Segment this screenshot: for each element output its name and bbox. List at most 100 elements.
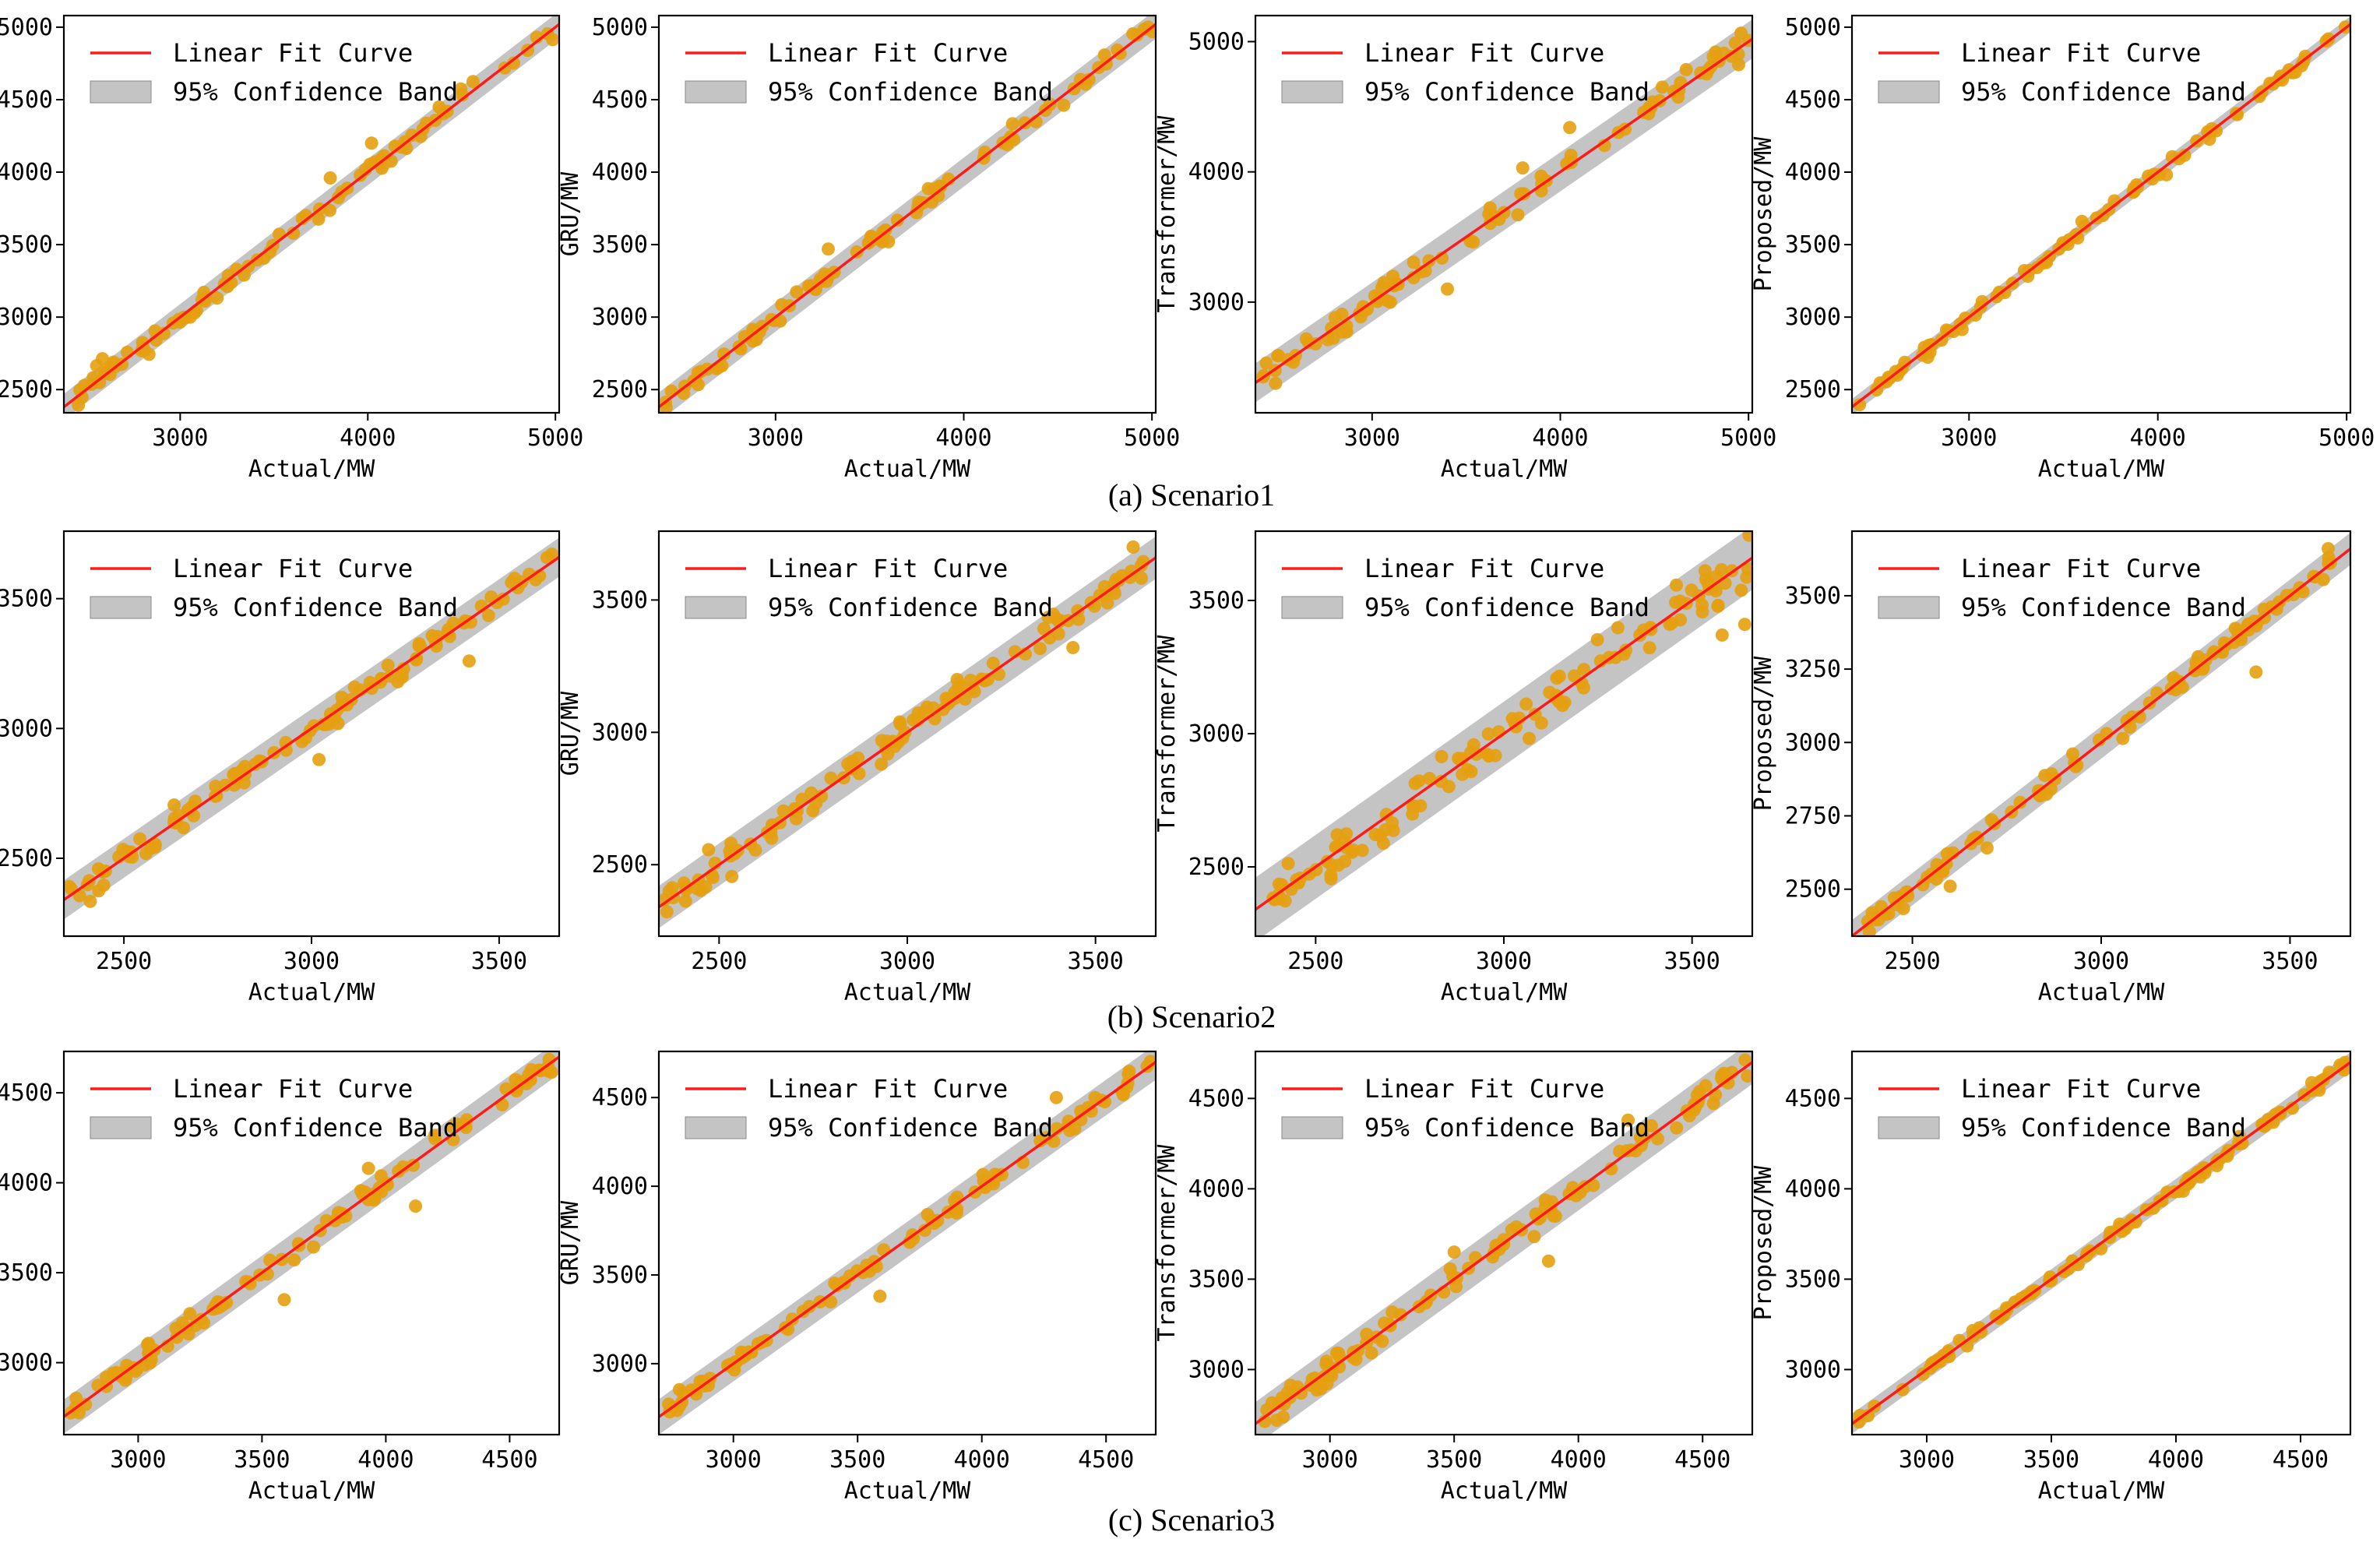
y-tick-label: 3500 <box>592 231 648 259</box>
data-point <box>1670 578 1683 592</box>
x-tick-label: 2500 <box>691 948 747 975</box>
x-tick-label: 3500 <box>1426 1446 1482 1474</box>
data-point <box>986 657 1000 671</box>
x-axis-label: Actual/MW <box>2038 979 2165 1006</box>
x-axis-label: Actual/MW <box>248 456 375 483</box>
plot-area <box>1255 19 1752 403</box>
plot-frame <box>657 14 1157 414</box>
data-point <box>1896 902 1910 915</box>
data-point <box>170 1330 184 1344</box>
x-tick-label: 3000 <box>748 424 804 452</box>
data-point <box>183 1307 197 1321</box>
data-point <box>1577 663 1591 677</box>
data-point <box>699 880 713 894</box>
y-tick-label: 5000 <box>592 14 648 41</box>
data-point <box>665 881 679 895</box>
data-point <box>828 1277 842 1291</box>
x-tick-label: 2500 <box>96 948 152 975</box>
y-axis-label: GRU/MW <box>557 1200 584 1285</box>
x-tick-label: 3500 <box>1664 948 1720 975</box>
x-tick-label: 3500 <box>2262 948 2318 975</box>
data-point <box>409 653 423 667</box>
legend-band-label: 95% Confidence Band <box>1364 1113 1649 1143</box>
subplot-scenario3-lstm: 3000 3500 4000 4500 3000 3500 4000 4500 Actual/M… <box>0 1050 561 1505</box>
data-point <box>210 291 224 305</box>
plot-frame <box>62 14 561 414</box>
legend-fit-label: Linear Fit Curve <box>173 554 413 583</box>
legend-fit-label: Linear Fit Curve <box>1961 1074 2201 1104</box>
y-axis-label: GRU/MW <box>557 691 584 776</box>
data-point <box>1560 157 1574 171</box>
y-tick-label: 3000 <box>0 304 53 331</box>
x-tick-label: 3500 <box>829 1446 885 1474</box>
data-point <box>197 285 211 299</box>
data-point <box>1406 800 1420 814</box>
data-point <box>1984 813 1998 827</box>
plot-frame <box>657 1050 1157 1436</box>
y-tick-label: 4000 <box>1785 1175 1841 1203</box>
linear-fit-line <box>1255 556 1752 911</box>
y-tick-label: 4500 <box>1785 1085 1841 1112</box>
data-point <box>1051 627 1065 641</box>
legend-band-swatch <box>1281 1116 1343 1139</box>
data-point <box>381 658 395 672</box>
data-point <box>1376 836 1390 850</box>
data-point <box>2294 58 2308 72</box>
y-tick-label: 4500 <box>1785 86 1841 114</box>
data-point <box>875 757 889 771</box>
data-point <box>2160 1185 2174 1199</box>
data-point <box>1324 872 1338 886</box>
y-tick-label: 3000 <box>592 719 648 746</box>
data-point <box>1651 1132 1664 1146</box>
data-point <box>1550 671 1564 685</box>
legend-band-swatch <box>1878 1116 1940 1139</box>
data-point <box>1269 376 1283 390</box>
y-tick-label: 3500 <box>0 231 53 259</box>
data-point <box>1349 1353 1363 1366</box>
data-point <box>1320 1377 1334 1391</box>
plot-area <box>659 16 1156 413</box>
data-point <box>1332 1347 1346 1361</box>
y-axis-label: Transformer/MW <box>1153 635 1181 833</box>
y-tick-label: 3000 <box>1785 1356 1841 1383</box>
data-point <box>462 654 476 668</box>
data-point <box>1407 255 1421 269</box>
data-point <box>1320 854 1334 868</box>
subplot-scenario3-gru: 3000 3500 4000 4500 3000 3500 4000 4500 Actual/M… <box>557 1050 1157 1505</box>
data-point <box>412 637 426 651</box>
x-tick-label: 3000 <box>1476 948 1532 975</box>
data-point <box>1483 201 1497 215</box>
y-tick-label: 3500 <box>592 1262 648 1289</box>
data-point <box>509 1084 523 1098</box>
data-point <box>263 245 276 259</box>
data-point <box>1037 622 1051 636</box>
y-tick-label: 2500 <box>592 851 648 879</box>
x-axis-label: Actual/MW <box>844 1477 971 1505</box>
data-point <box>1942 1350 1956 1364</box>
legend-band-label: 95% Confidence Band <box>1961 593 2246 622</box>
y-tick-label: 3000 <box>1188 1356 1245 1383</box>
data-point <box>519 1076 533 1090</box>
data-point <box>1347 843 1361 857</box>
subplot-scenario2-lstm: 250030003500250030003500Actual/MWLSTM/MW… <box>0 530 561 1006</box>
data-point <box>873 1289 887 1303</box>
legend-band-swatch <box>1878 80 1940 104</box>
data-point <box>227 778 241 792</box>
data-point <box>678 894 692 908</box>
x-tick-label: 5000 <box>1124 424 1180 452</box>
data-point <box>673 1399 687 1413</box>
y-tick-label: 3000 <box>592 304 648 331</box>
data-point <box>2176 1184 2190 1198</box>
data-point <box>1901 889 1915 903</box>
data-point <box>481 608 495 622</box>
linear-fit-line <box>64 1055 559 1419</box>
data-point <box>133 832 147 846</box>
legend-band-label: 95% Confidence Band <box>173 593 458 622</box>
y-tick-label: 3500 <box>1188 587 1245 615</box>
linear-fit-line <box>1255 1060 1752 1426</box>
data-point <box>1621 1113 1635 1127</box>
data-point <box>1423 772 1436 785</box>
x-axis-label: Actual/MW <box>2038 456 2165 483</box>
data-point <box>850 245 864 259</box>
data-point <box>2178 148 2192 162</box>
